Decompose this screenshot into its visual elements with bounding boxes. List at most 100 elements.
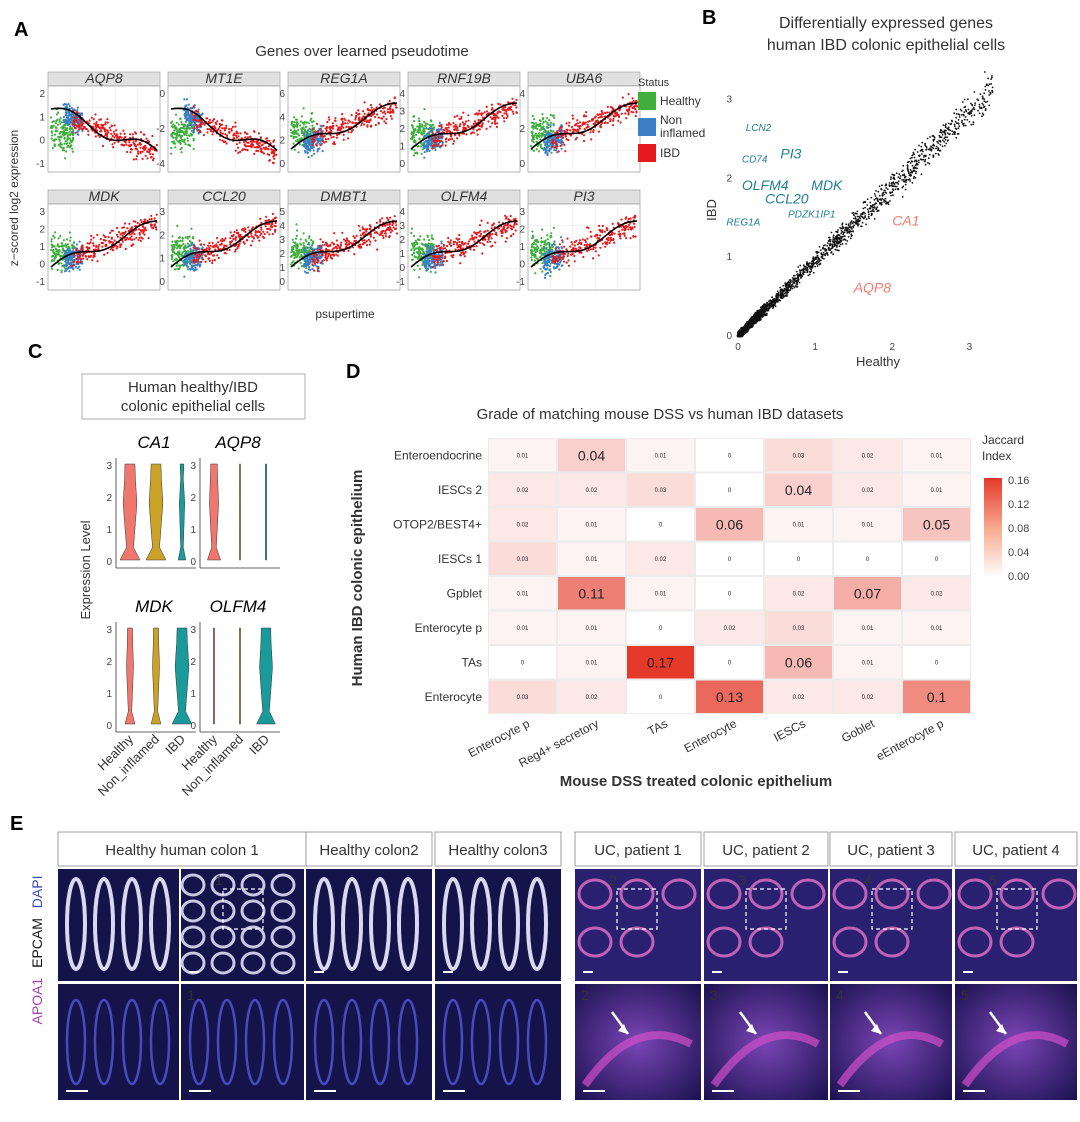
expression-point [433, 141, 436, 144]
expression-point [328, 126, 331, 129]
expression-point [449, 134, 452, 137]
expression-point [483, 230, 486, 234]
expression-point [431, 147, 434, 150]
expression-point [229, 237, 232, 240]
expression-point [150, 223, 153, 227]
expression-point [430, 259, 433, 263]
expression-point [423, 120, 426, 123]
expression-point [514, 104, 517, 107]
expression-point [540, 132, 543, 135]
expression-point [69, 134, 72, 137]
expression-point [175, 136, 178, 139]
expression-point [106, 121, 109, 124]
expression-point [110, 124, 113, 127]
expression-point [507, 218, 510, 221]
expression-point [106, 135, 109, 138]
expression-point [56, 268, 59, 272]
expression-point [557, 150, 560, 153]
expression-point [332, 247, 336, 250]
facet-ytick: 0 [39, 136, 45, 147]
expression-point [589, 131, 592, 134]
expression-point [96, 260, 99, 263]
expression-point [535, 148, 538, 151]
expression-point [300, 127, 303, 130]
expression-point [440, 246, 443, 249]
expression-point [447, 138, 450, 141]
expression-point [150, 214, 153, 217]
expression-point [85, 246, 88, 249]
expression-point [177, 254, 180, 257]
expression-point [381, 111, 384, 114]
expression-point [246, 136, 249, 139]
expression-point [237, 232, 240, 235]
expression-point [189, 107, 192, 110]
expression-point [128, 222, 131, 225]
expression-point [65, 103, 68, 106]
expression-point [392, 226, 395, 229]
expression-point [62, 146, 65, 150]
expression-point [92, 242, 95, 245]
expression-point [83, 252, 86, 255]
expression-point [311, 120, 314, 123]
expression-point [265, 215, 268, 218]
expression-point [179, 118, 182, 121]
expression-point [544, 143, 547, 146]
expression-point [69, 239, 72, 242]
expression-point [131, 226, 134, 229]
expression-point [368, 109, 371, 112]
expression-point [561, 136, 565, 139]
expression-point [289, 255, 293, 258]
expression-point [609, 106, 613, 109]
expression-point [353, 253, 356, 256]
expression-point [480, 113, 483, 116]
expression-point [447, 123, 450, 126]
expression-point [471, 131, 474, 134]
expression-point [206, 131, 209, 134]
expression-point [235, 136, 238, 139]
expression-point [436, 143, 439, 146]
expression-point [57, 237, 60, 240]
expression-point [171, 235, 174, 238]
expression-point [244, 136, 247, 139]
expression-point [141, 225, 145, 228]
expression-point [374, 123, 377, 127]
expression-point [300, 265, 303, 268]
expression-point [298, 251, 301, 254]
expression-point [316, 148, 319, 151]
expression-point [614, 112, 617, 115]
expression-point [232, 237, 235, 241]
expression-point [143, 233, 146, 236]
expression-point [604, 111, 607, 114]
expression-point [428, 259, 431, 263]
expression-point [196, 260, 199, 263]
expression-point [53, 236, 56, 239]
expression-point [480, 124, 483, 128]
expression-point [100, 241, 103, 244]
expression-point [178, 133, 181, 136]
expression-point [137, 152, 140, 155]
facet-ytick: 6 [279, 89, 285, 100]
expression-point [599, 123, 603, 126]
expression-point [142, 145, 145, 149]
expression-point [266, 147, 269, 150]
expression-point [146, 157, 149, 160]
expression-point [144, 144, 147, 147]
expression-point [193, 114, 196, 117]
expression-point [208, 118, 211, 121]
expression-point [103, 253, 106, 256]
expression-point [66, 138, 69, 141]
expression-point [148, 218, 151, 221]
expression-point [312, 249, 315, 252]
expression-point [332, 135, 335, 138]
expression-point [153, 225, 156, 228]
expression-point [487, 238, 490, 241]
expression-point [62, 126, 65, 129]
expression-point [432, 245, 435, 248]
expression-point [601, 115, 604, 118]
expression-point [228, 128, 231, 131]
expression-point [291, 120, 294, 123]
expression-point [357, 113, 360, 116]
expression-point [99, 238, 102, 241]
expression-point [95, 244, 98, 247]
expression-point [565, 122, 568, 125]
